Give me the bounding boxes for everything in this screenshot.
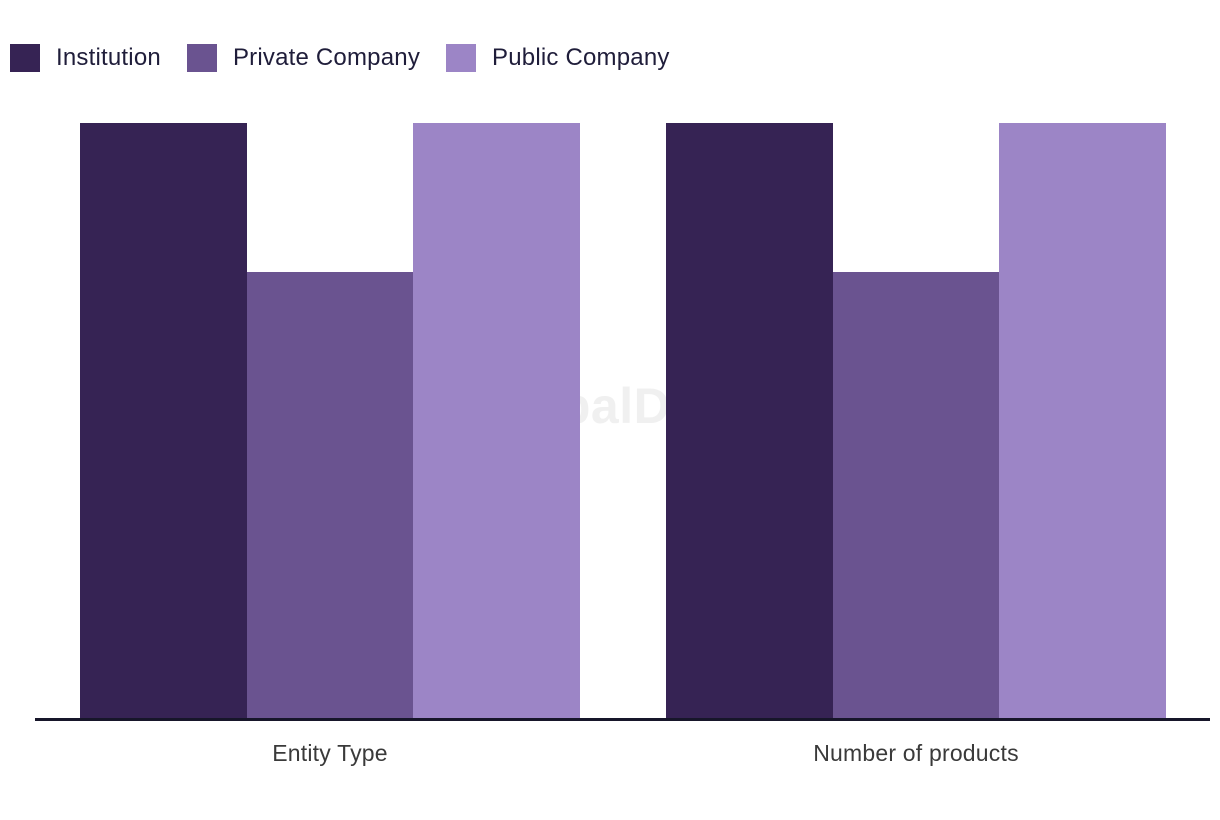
legend-label-private-company: Private Company [232, 44, 421, 71]
bar-entity-type-public-company[interactable] [413, 123, 581, 718]
bar-number-of-products-public-company[interactable] [999, 123, 1167, 718]
legend-item-public-company[interactable]: Public Company [446, 44, 670, 72]
legend-swatch-institution [10, 44, 40, 72]
bar-entity-type-private-company[interactable] [246, 271, 414, 718]
x-axis-label-entity-type: Entity Type [272, 740, 388, 766]
bar-number-of-products-institution[interactable] [666, 123, 833, 718]
x-axis-label-number-of-products: Number of products [813, 740, 1019, 766]
legend-item-institution[interactable]: Institution [10, 44, 161, 72]
legend-swatch-private-company [186, 44, 217, 72]
bar-group-entity-type [80, 123, 581, 718]
legend-label-institution: Institution [56, 44, 161, 71]
bar-entity-type-institution[interactable] [80, 123, 247, 718]
legend-label-public-company: Public Company [492, 44, 670, 71]
bar-number-of-products-private-company[interactable] [832, 271, 1000, 718]
chart-legend: Institution Private Company Public Compa… [10, 44, 696, 72]
legend-swatch-public-company [446, 44, 477, 72]
legend-item-private-company[interactable]: Private Company [186, 44, 421, 72]
bar-group-number-of-products [666, 123, 1167, 718]
plot-area: GlobalData [35, 123, 1210, 721]
